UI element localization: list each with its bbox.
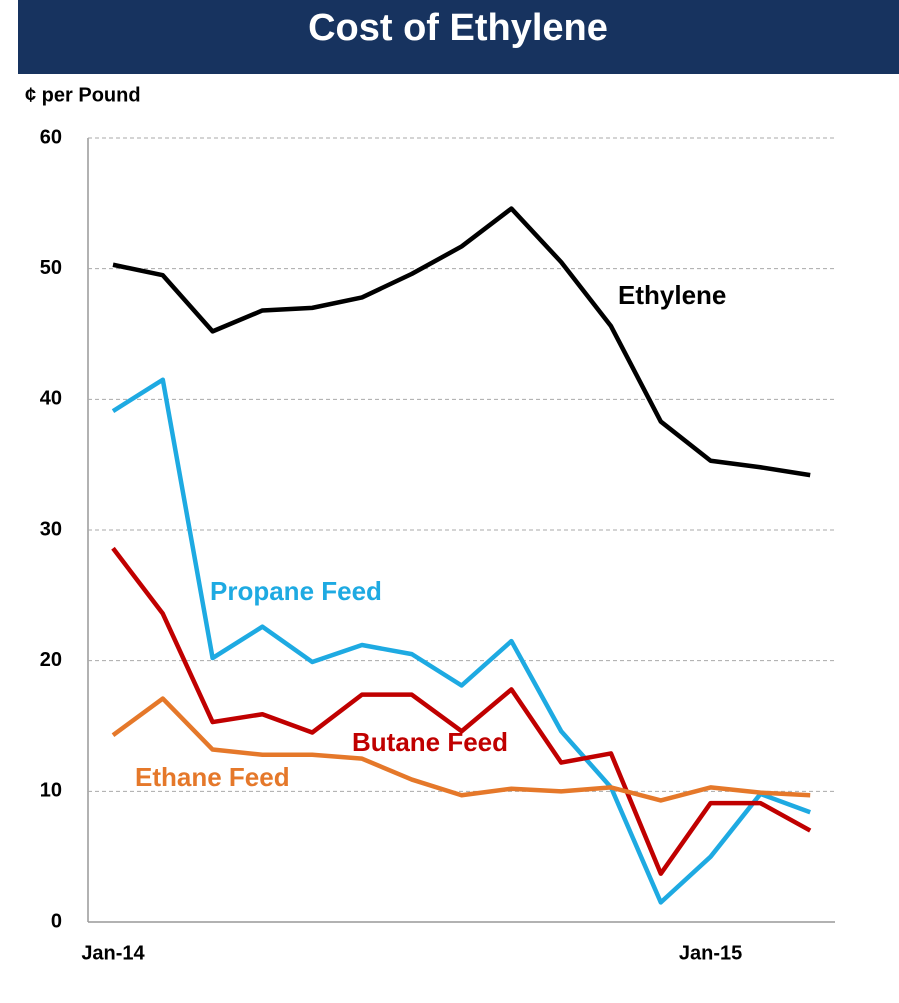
- x-tick-label: Jan-15: [679, 942, 742, 964]
- series-label: Propane Feed: [210, 576, 382, 606]
- series-label: Ethane Feed: [135, 762, 290, 792]
- y-tick-label: 0: [51, 910, 62, 932]
- series-line: [111, 696, 811, 803]
- y-tick-label: 30: [40, 518, 62, 540]
- y-axis-label: ¢ per Pound: [25, 84, 141, 106]
- x-tick-label: Jan-14: [81, 942, 145, 964]
- series-line: [112, 206, 811, 478]
- y-tick-label: 50: [40, 257, 62, 279]
- title-banner: [18, 0, 899, 74]
- chart-title: Cost of Ethylene: [308, 7, 608, 49]
- series-line: [111, 377, 811, 905]
- series-label: Ethylene: [618, 280, 726, 310]
- series-line: [111, 546, 812, 876]
- y-tick-label: 20: [40, 649, 62, 671]
- y-tick-label: 10: [40, 780, 62, 802]
- series-label: Butane Feed: [352, 727, 508, 757]
- y-tick-label: 40: [40, 388, 62, 410]
- y-tick-label: 60: [40, 126, 62, 148]
